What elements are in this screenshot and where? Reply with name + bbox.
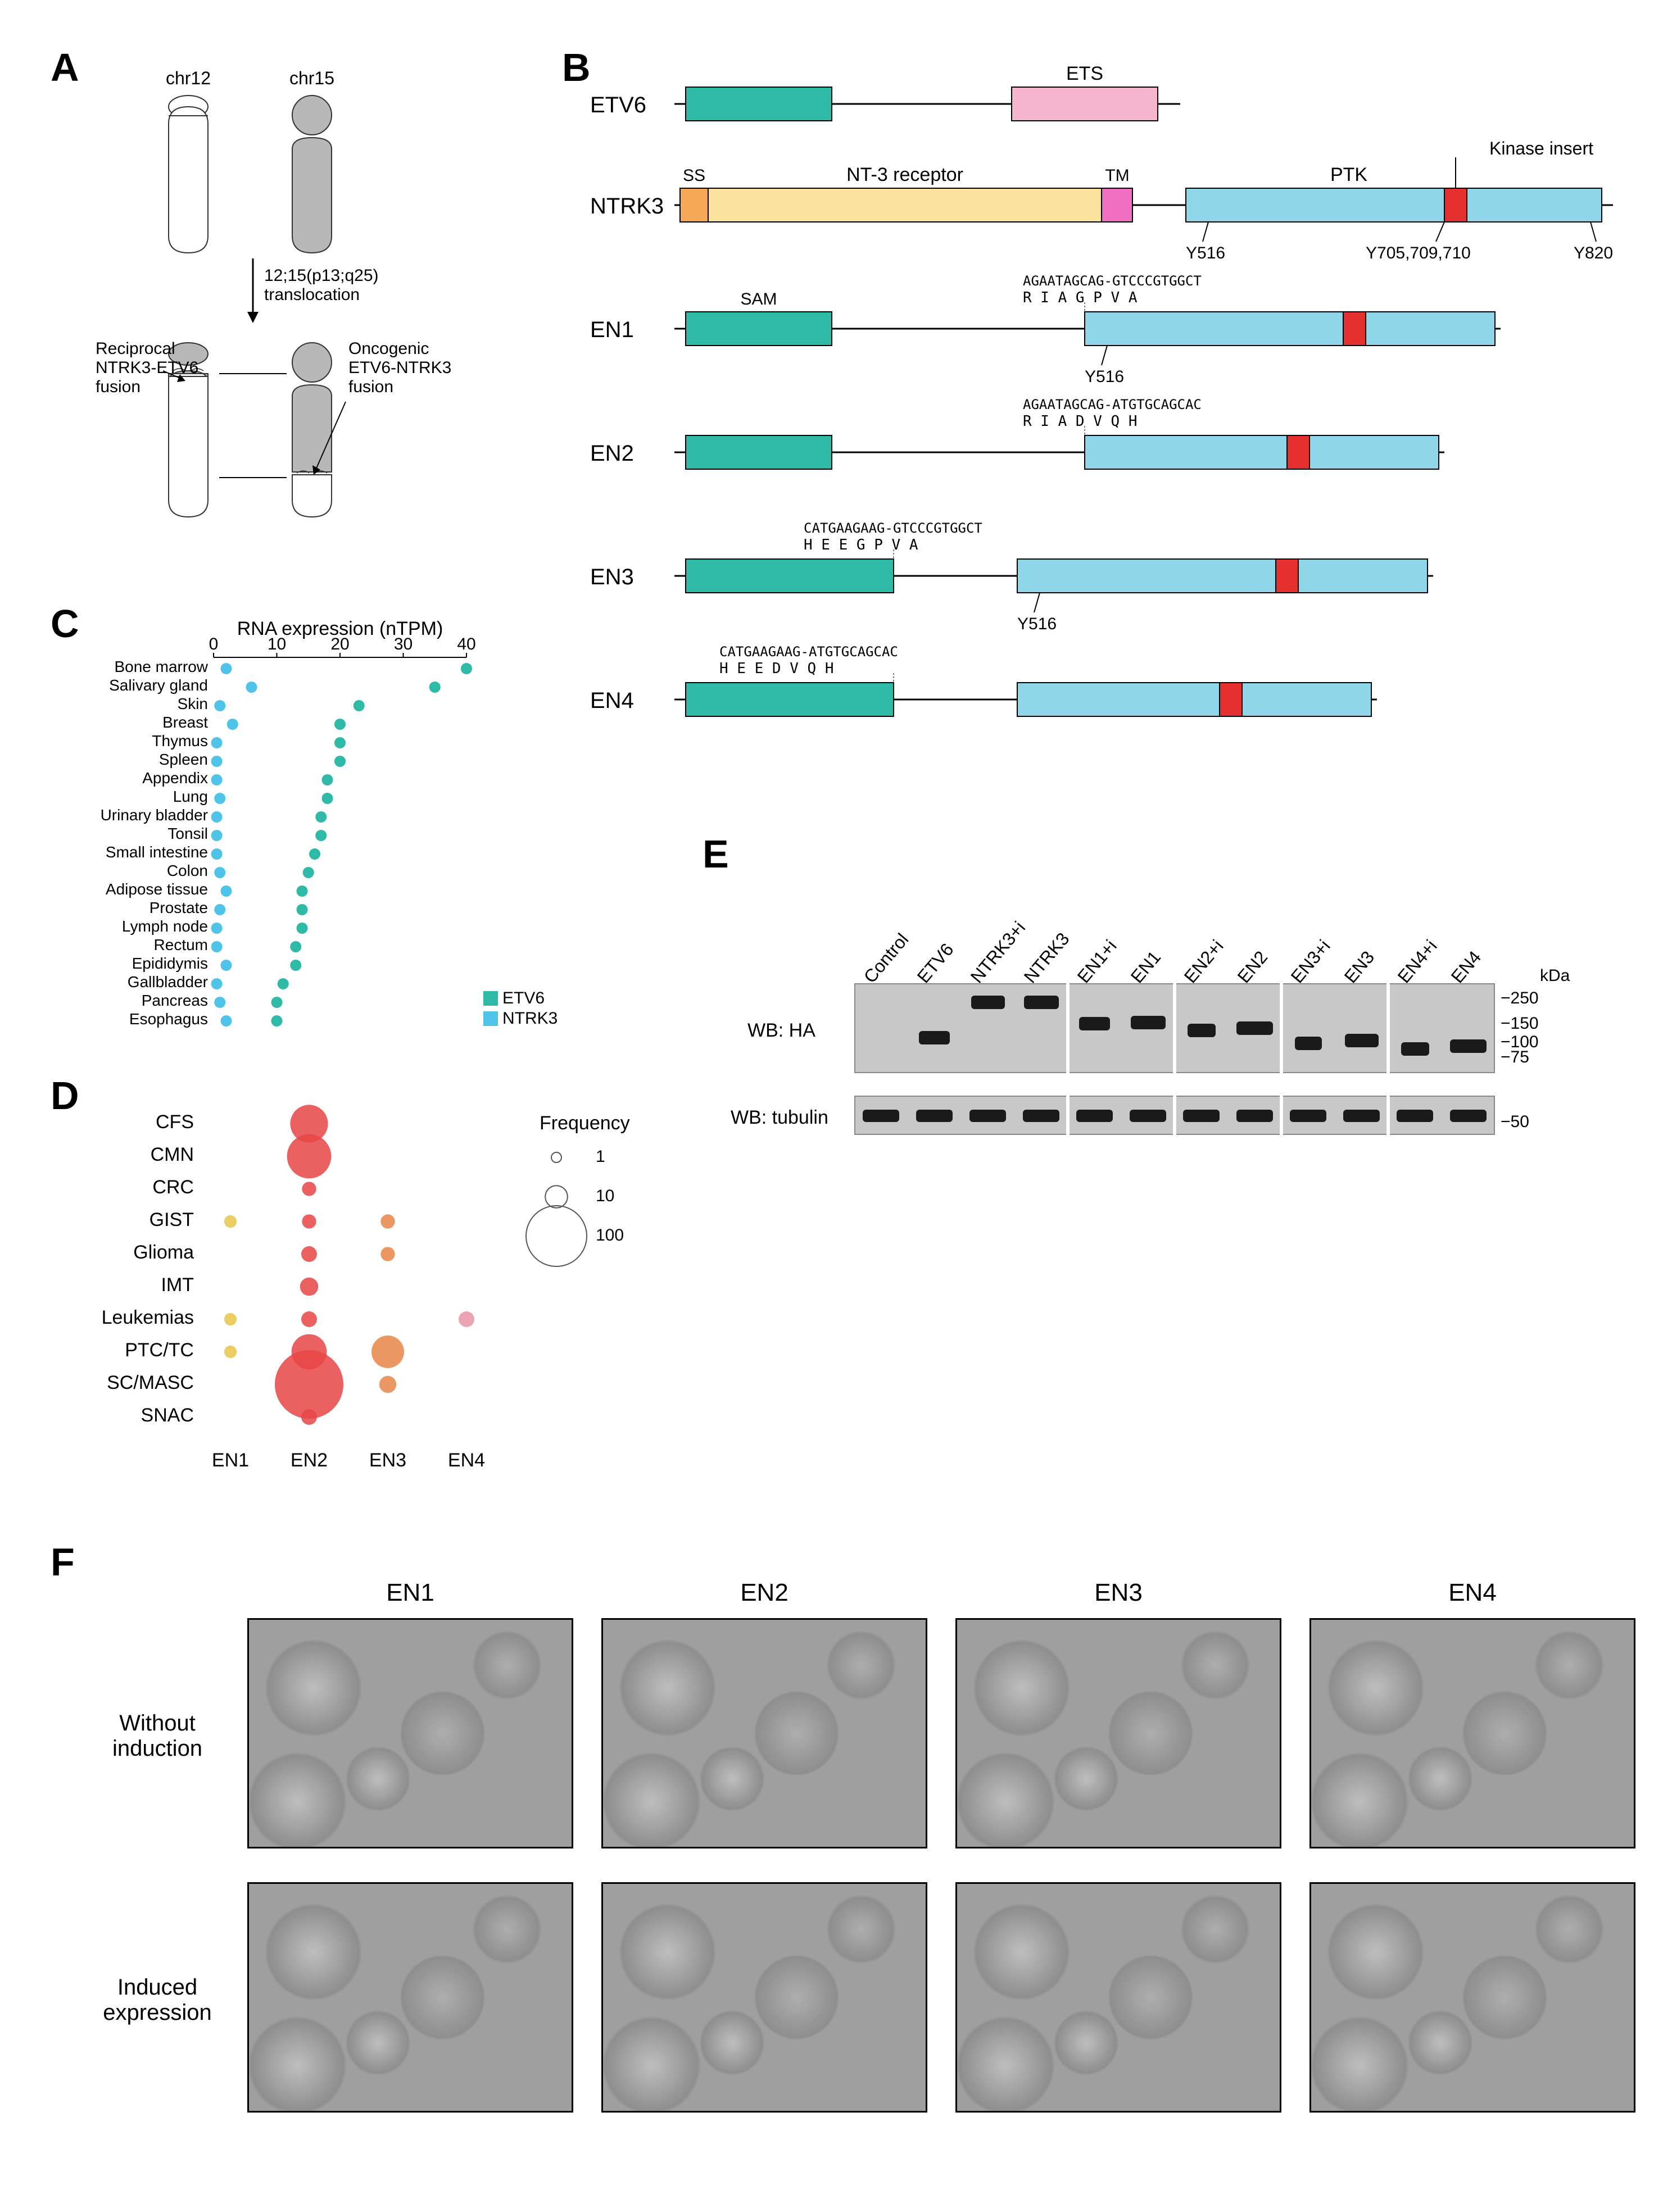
svg-text:Appendix: Appendix: [142, 769, 208, 787]
svg-text:CATGAAGAAG-ATGTGCAGCAC: CATGAAGAAG-ATGTGCAGCAC: [719, 644, 898, 660]
svg-text:SAM: SAM: [740, 290, 777, 308]
svg-text:Adipose tissue: Adipose tissue: [106, 880, 208, 898]
svg-text:SNAC: SNAC: [141, 1405, 194, 1426]
panel-e-blot: ControlETV6NTRK3+iNTRK3EN1+iEN1EN2+iEN2E…: [731, 854, 1630, 1247]
svg-text:Lung: Lung: [173, 788, 208, 805]
svg-text:20: 20: [330, 635, 349, 653]
svg-text:Y516: Y516: [1186, 244, 1225, 262]
svg-text:PTC/TC: PTC/TC: [125, 1339, 194, 1361]
svg-text:H E E G P V A: H E E G P V A: [804, 537, 918, 553]
svg-text:ETV6: ETV6: [590, 93, 646, 117]
svg-text:R I A G P V A: R I A G P V A: [1023, 289, 1138, 306]
svg-text:Kinase insert: Kinase insert: [1489, 138, 1593, 158]
svg-text:Y516: Y516: [1085, 367, 1124, 386]
micrograph: [247, 1618, 573, 1848]
svg-text:SC/MASC: SC/MASC: [107, 1372, 194, 1393]
svg-text:Salivary gland: Salivary gland: [109, 676, 208, 694]
svg-text:GIST: GIST: [149, 1209, 194, 1230]
svg-text:EN1: EN1: [212, 1450, 249, 1471]
svg-text:30: 30: [394, 635, 413, 653]
svg-text:Small intestine: Small intestine: [106, 843, 208, 861]
svg-text:CMN: CMN: [151, 1144, 194, 1165]
svg-text:Colon: Colon: [167, 862, 208, 879]
micrograph: [601, 1882, 927, 2113]
svg-text:Lymph node: Lymph node: [122, 917, 208, 935]
svg-text:ETS: ETS: [1066, 63, 1103, 84]
micrograph: [1309, 1618, 1635, 1848]
svg-text:EN3: EN3: [369, 1450, 406, 1471]
svg-text:Y516: Y516: [1017, 615, 1057, 633]
svg-text:ETV6: ETV6: [502, 989, 545, 1007]
svg-text:Prostate: Prostate: [149, 899, 208, 916]
svg-text:EN1: EN1: [590, 317, 634, 342]
svg-text:EN4: EN4: [590, 688, 634, 713]
svg-text:AGAATAGCAG-GTCCCGTGGCT: AGAATAGCAG-GTCCCGTGGCT: [1023, 273, 1202, 289]
panel-a-label: A: [51, 45, 79, 90]
svg-text:Leukemias: Leukemias: [102, 1307, 194, 1328]
svg-text:CFS: CFS: [156, 1111, 194, 1133]
svg-text:R I A D V Q H: R I A D V Q H: [1023, 413, 1138, 430]
svg-text:Y705,709,710: Y705,709,710: [1366, 244, 1471, 262]
svg-text:TM: TM: [1105, 166, 1129, 185]
panel-b-label: B: [562, 45, 591, 90]
svg-text:Oncogenic ETV6-NTRK3 f: Oncogenic ETV6-NTRK3 fusion: [348, 339, 456, 396]
micrograph: [955, 1618, 1281, 1848]
micrograph: [1309, 1882, 1635, 2113]
svg-text:Y820: Y820: [1574, 244, 1613, 262]
svg-text:NTRK3: NTRK3: [502, 1009, 558, 1028]
svg-text:Bone marrow: Bone marrow: [114, 658, 208, 675]
svg-text:0: 0: [209, 635, 219, 653]
svg-text:Breast: Breast: [162, 714, 208, 731]
micrograph: [247, 1882, 573, 2113]
svg-text:Skin: Skin: [178, 695, 208, 712]
svg-text:chr12: chr12: [166, 68, 211, 88]
svg-text:NTRK3: NTRK3: [590, 194, 664, 219]
svg-text:Tonsil: Tonsil: [167, 825, 208, 842]
svg-text:40: 40: [457, 635, 475, 653]
svg-text:Urinary bladder: Urinary bladder: [101, 806, 208, 824]
panel-d-chart: CFS CMN CRC GIST Glioma IMT Leukemias PTC/TC SC/…: [67, 1096, 686, 1489]
svg-text:AGAATAGCAG-ATGTGCAGCAC: AGAATAGCAG-ATGTGCAGCAC: [1023, 397, 1202, 412]
svg-text:Thymus: Thymus: [152, 732, 208, 750]
svg-text:Frequency: Frequency: [540, 1112, 630, 1134]
svg-text:SS: SS: [683, 166, 705, 185]
svg-text:NT-3 receptor: NT-3 receptor: [846, 164, 963, 185]
svg-text:EN3: EN3: [590, 565, 634, 589]
panel-e-label: E: [703, 832, 729, 876]
panel-f-micrographs: EN1EN2EN3EN4Without inductionInduced exp…: [79, 1573, 1630, 2169]
svg-text:Glioma: Glioma: [133, 1242, 194, 1263]
svg-text:Esophagus: Esophagus: [129, 1010, 208, 1028]
svg-text:12;15(p13;q25) translocati: 12;15(p13;q25) translocation: [264, 266, 383, 304]
micrograph: [955, 1882, 1281, 2113]
svg-text:CATGAAGAAG-GTCCCGTGGCT: CATGAAGAAG-GTCCCGTGGCT: [804, 520, 982, 536]
panel-f-label: F: [51, 1539, 75, 1584]
panel-a-diagram: chr12 chr15 12;15(p13;q25) translocation…: [84, 67, 517, 545]
svg-text:1: 1: [596, 1147, 605, 1166]
panel-b-diagram: ETV6 ETS NTRK3 SS NT-3 receptor TM PTK K…: [590, 73, 1630, 758]
svg-text:IMT: IMT: [161, 1274, 194, 1296]
svg-text:Gallbladder: Gallbladder: [128, 973, 208, 991]
svg-text:Rectum: Rectum: [154, 936, 208, 953]
svg-text:10: 10: [268, 635, 286, 653]
svg-text:Spleen: Spleen: [159, 751, 208, 768]
svg-text:PTK: PTK: [1330, 164, 1367, 185]
svg-text:EN2: EN2: [590, 441, 634, 466]
svg-text:100: 100: [596, 1226, 624, 1244]
svg-text:CRC: CRC: [152, 1177, 194, 1198]
svg-text:EN4: EN4: [448, 1450, 485, 1471]
panel-c-chart: RNA expression (nTPM)010203040Bone marro…: [67, 618, 562, 1056]
svg-text:10: 10: [596, 1187, 614, 1205]
svg-text:EN2: EN2: [291, 1450, 328, 1471]
svg-text:Epididymis: Epididymis: [132, 955, 208, 972]
svg-text:chr15: chr15: [289, 68, 334, 88]
micrograph: [601, 1618, 927, 1848]
svg-text:H E E D V Q H: H E E D V Q H: [719, 660, 834, 677]
svg-text:Pancreas: Pancreas: [142, 992, 208, 1009]
